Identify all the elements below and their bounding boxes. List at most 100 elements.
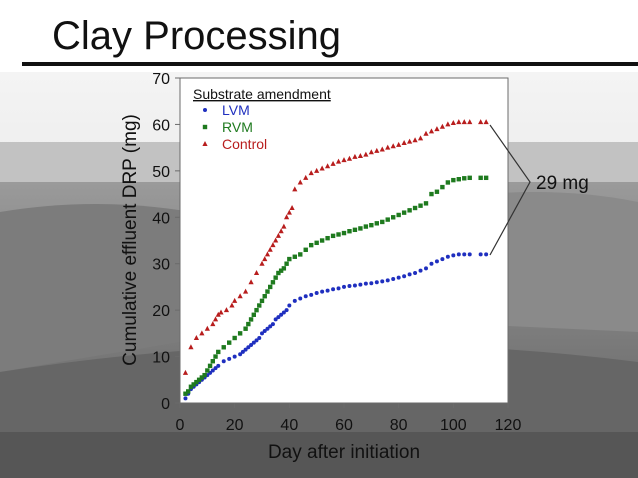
data-point-lvm [456,252,461,257]
data-point-rvm [309,242,314,248]
data-point-lvm [309,292,314,297]
data-point-control [434,126,440,132]
data-point-control [262,256,268,262]
data-point-rvm [210,359,215,364]
y-axis-title: Cumulative effluent DRP (mg) [120,114,141,366]
y-tick-label: 70 [152,71,170,88]
data-point-rvm [196,377,202,382]
legend-title: Substrate amendment [193,86,331,102]
data-point-control [467,119,473,125]
slide-title: Clay Processing [52,14,342,58]
data-point-control [188,344,194,350]
data-point-control [385,144,391,150]
data-point-control [232,297,238,303]
data-point-rvm [213,354,218,359]
data-point-lvm [320,289,325,294]
data-point-lvm [331,287,336,292]
data-point-lvm [298,296,303,301]
y-tick-label: 0 [161,396,170,413]
data-point-lvm [336,286,341,291]
y-tick-label: 10 [152,350,170,367]
data-point-lvm [276,315,281,320]
series-rvm [183,175,489,396]
data-point-rvm [369,222,374,228]
data-point-rvm [336,232,341,237]
data-point-lvm [254,338,259,343]
data-point-control [407,138,413,144]
data-point-rvm [483,175,489,181]
data-point-rvm [445,180,451,185]
data-point-control [346,155,353,161]
data-point-lvm [352,283,357,288]
data-point-control [303,174,309,180]
data-point-rvm [237,331,243,336]
data-point-rvm [292,254,297,259]
data-point-rvm [407,208,412,213]
data-point-lvm [363,281,368,286]
y-tick-label: 30 [152,257,170,274]
data-point-control [368,149,374,155]
data-point-lvm [440,257,445,262]
data-point-lvm [227,356,232,361]
y-tick-label: 60 [152,117,170,134]
data-point-control [439,123,445,129]
data-point-lvm [238,352,243,357]
data-point-control [390,143,396,149]
data-point-lvm [342,284,346,289]
data-point-rvm [341,230,347,236]
data-point-rvm [440,184,445,190]
data-point-rvm [374,221,379,226]
data-point-rvm [216,349,221,355]
data-point-rvm [186,389,191,394]
data-point-control [363,151,369,157]
data-point-control [259,260,265,266]
data-point-rvm [207,363,213,369]
data-point-control [289,205,295,210]
data-point-control [325,163,331,169]
data-point-lvm [462,252,467,257]
data-point-lvm [385,278,390,283]
data-point-control [352,153,358,159]
data-point-lvm [265,326,270,331]
data-point-control [401,140,407,145]
data-point-rvm [265,289,270,294]
data-point-lvm [303,294,308,299]
x-tick-label: 40 [280,417,298,434]
data-point-lvm [314,290,319,295]
data-point-control [456,119,462,125]
legend-marker-rvm [202,124,208,130]
data-point-control [275,232,281,238]
y-tick-label: 20 [152,303,170,320]
data-point-control [210,321,216,327]
data-point-control [483,119,489,125]
data-point-lvm [445,254,450,259]
x-tick-label: 20 [226,417,244,434]
data-point-lvm [396,275,401,280]
data-point-rvm [191,382,196,387]
data-point-lvm [183,396,188,401]
data-point-rvm [276,270,281,276]
data-point-control [412,137,418,143]
data-point-rvm [268,284,273,290]
data-point-rvm [183,391,188,396]
data-point-rvm [434,189,440,194]
difference-label: 29 mg [536,173,589,194]
data-point-rvm [314,240,319,246]
data-point-lvm [249,342,254,347]
data-point-rvm [227,340,232,345]
data-point-control [229,302,235,308]
data-point-lvm [240,349,245,354]
data-point-rvm [462,176,467,181]
data-point-control [297,179,303,185]
data-point-control [335,158,342,164]
data-point-lvm [484,252,489,257]
data-point-rvm [232,335,237,341]
data-point-rvm [298,252,303,257]
data-point-rvm [262,294,267,299]
y-tick-label: 50 [152,164,170,181]
data-point-control [284,214,290,220]
data-point-rvm [478,175,483,181]
data-point-rvm [418,203,423,208]
data-point-lvm [391,277,396,282]
